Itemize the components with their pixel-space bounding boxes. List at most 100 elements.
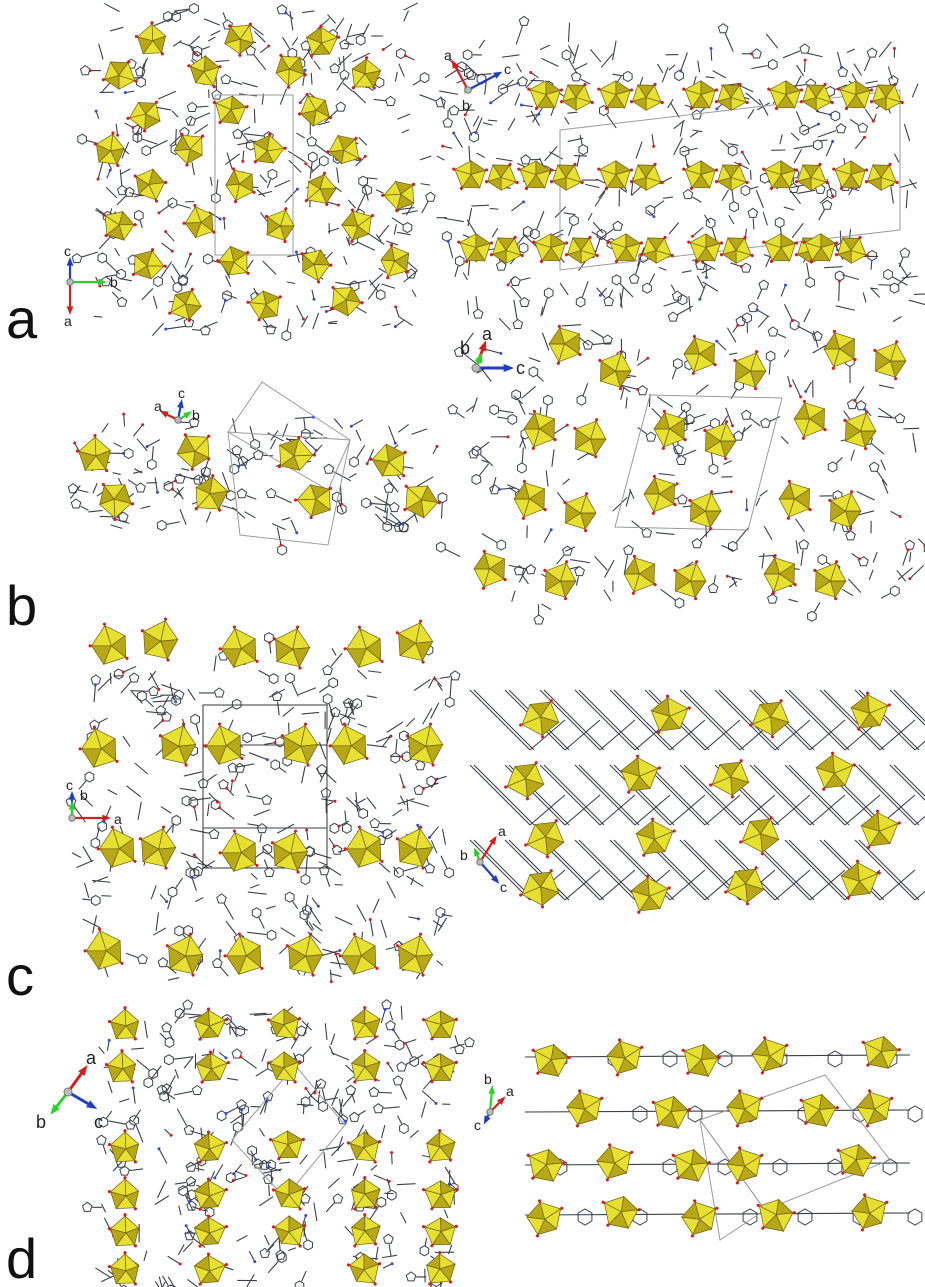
atom (225, 786, 229, 790)
ligand-bond (370, 1164, 378, 1171)
ligand-bond (750, 186, 759, 190)
ligand-bond (469, 689, 531, 751)
ligand-ring (599, 105, 609, 117)
polyhedron (726, 1089, 764, 1128)
ligand-bond (896, 569, 907, 582)
ligand-bond (902, 549, 909, 566)
ligand-bond (167, 896, 172, 910)
ligand-ring (561, 49, 572, 61)
polyhedron (767, 80, 804, 111)
ligand-bond (351, 419, 364, 427)
ligand-ring (189, 867, 200, 879)
ligand-bond (183, 771, 203, 777)
ligand-ring (239, 1104, 249, 1116)
axis-arrowhead (66, 257, 74, 266)
polyhedron (504, 761, 545, 801)
ligand-ring (178, 1185, 188, 1197)
ligand-ring (641, 527, 653, 538)
ligand-ring (90, 837, 101, 849)
ligand-bond (692, 226, 704, 237)
atom (157, 687, 161, 691)
ligand-ring (192, 45, 203, 57)
polyhedron (83, 927, 124, 971)
atom (474, 130, 478, 134)
axis-label: a (506, 1083, 514, 1099)
ligand-ring (830, 110, 841, 122)
ligand-bond (131, 1047, 144, 1050)
ligand-bond (802, 123, 819, 133)
ligand-ring (671, 290, 683, 301)
atom (416, 823, 420, 827)
axis-label: a (498, 823, 506, 839)
ligand-bond (81, 251, 98, 258)
ligand-ring (211, 192, 221, 204)
ligand-ring (237, 455, 249, 466)
polyhedron (293, 484, 333, 520)
ligand-bond (175, 473, 194, 480)
ligand-bond (898, 257, 904, 268)
ligand-ring (751, 48, 762, 59)
ligand-bond (540, 306, 544, 317)
polyhedron (527, 80, 564, 111)
ligand-bond (850, 449, 856, 461)
atom (230, 779, 234, 783)
atom (312, 297, 316, 301)
ligand-ring (612, 220, 623, 231)
axis-label: a (154, 398, 162, 414)
ligand-ring (662, 1050, 678, 1068)
ligand-bond (329, 969, 332, 982)
ligand-bond (363, 185, 369, 201)
ligand-bond (195, 112, 211, 120)
ligand-bond (681, 147, 698, 153)
ligand-bond (693, 424, 711, 432)
ligand-bond (223, 293, 238, 299)
ligand-bond (625, 490, 631, 507)
ligand-ring (507, 413, 518, 425)
atom (636, 387, 640, 391)
ligand-bond (178, 41, 196, 49)
ligand-bond (206, 803, 210, 817)
ligand-bond (403, 866, 419, 872)
ligand-bond (345, 236, 351, 246)
ligand-bond (382, 734, 392, 747)
polyhedron (763, 554, 797, 595)
unit-cell (699, 1074, 891, 1211)
ligand-ring (468, 448, 479, 459)
ligand-bond (253, 108, 256, 124)
ligand-ring (519, 296, 530, 307)
ligand-ring (394, 1039, 405, 1051)
ligand-bond (779, 134, 783, 145)
ligand-bond (863, 57, 871, 72)
ligand-ring (264, 632, 274, 644)
polyhedron (266, 1051, 302, 1084)
atom (108, 168, 112, 172)
ligand-bond (559, 282, 569, 296)
ligand-bond (173, 486, 184, 499)
ligand-bond (703, 214, 711, 224)
ligand-bond (258, 669, 270, 677)
ligand-ring (673, 358, 683, 370)
ligand-bond (475, 117, 483, 133)
ligand-bond (405, 204, 413, 216)
ligand-bond (702, 281, 719, 292)
ligand-ring (235, 1025, 246, 1037)
polyhedron (650, 694, 691, 734)
ligand-bond (774, 719, 811, 751)
ligand-bond (302, 10, 315, 14)
polyhedron (421, 1010, 458, 1041)
ligand-bond (255, 1068, 269, 1077)
ligand-bond (335, 281, 350, 286)
ligand-bond (258, 917, 265, 929)
ligand-bond (274, 179, 291, 188)
ligand-ring (71, 252, 83, 264)
ligand-bond (841, 588, 854, 597)
atom (223, 298, 227, 302)
ligand-bond (232, 418, 237, 433)
ligand-bond (116, 195, 127, 206)
ligand-bond (282, 423, 289, 438)
ligand-bond (755, 189, 764, 208)
ligand-bond (419, 155, 432, 161)
ligand-bond (711, 227, 717, 242)
ligand-bond (570, 558, 591, 564)
ligand-bond (267, 1260, 279, 1274)
